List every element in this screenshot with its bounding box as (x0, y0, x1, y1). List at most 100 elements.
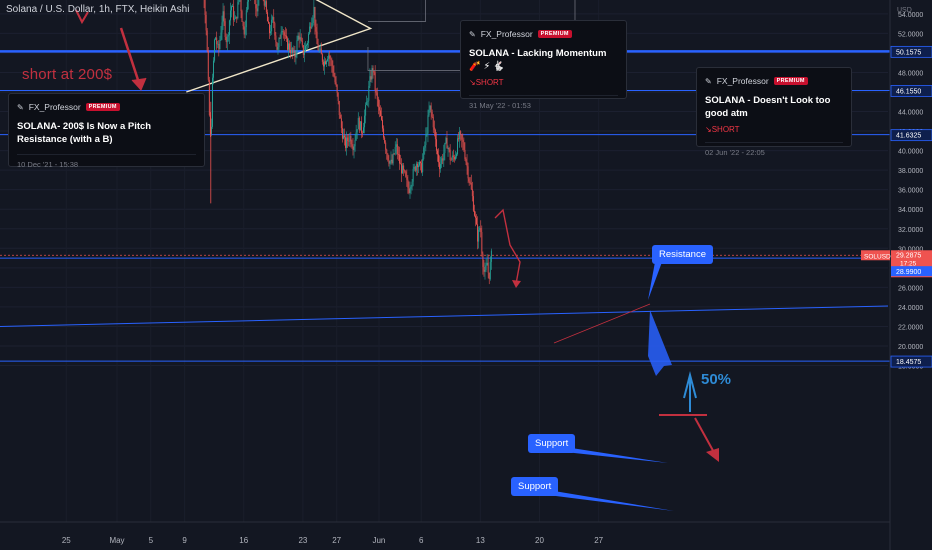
candle-body (421, 163, 423, 173)
candle-body (427, 115, 429, 134)
candle-body (390, 159, 392, 162)
candle-body (485, 265, 487, 271)
price-tick-label: 22.0000 (898, 324, 923, 331)
candle-body (341, 128, 343, 139)
time-tick-label: 5 (149, 536, 154, 545)
price-tick-label: 24.0000 (898, 305, 923, 312)
candle-body (448, 148, 450, 150)
idea-title[interactable]: SOLANA - Doesn't Look too good atm (705, 95, 831, 119)
candle-body (225, 36, 227, 43)
candle-body (408, 187, 410, 193)
idea-card-3[interactable]: ✎ FX_Professor PREMIUM SOLANA - Doesn't … (696, 67, 852, 157)
idea-card-2[interactable]: ✎ FX_Professor PREMIUM SOLANA - Lacking … (460, 20, 627, 110)
candle-body (316, 31, 318, 45)
candle-body (476, 217, 477, 225)
candle-body (371, 68, 373, 80)
time-axis[interactable]: 25 May 5 9 16 23 27 Jun 6 13 20 27 (0, 521, 890, 545)
candle-body (466, 162, 468, 167)
candle-body (356, 129, 358, 133)
candle-body (478, 229, 480, 242)
pencil-icon: ✎ (469, 29, 476, 39)
candle-body (320, 48, 322, 55)
time-tick-label: 13 (476, 536, 485, 545)
candle-body (398, 154, 400, 164)
candle-body (233, 6, 235, 20)
down-arrow (75, 9, 89, 25)
current-price-value: 29.2875 (896, 252, 921, 259)
candle-body (300, 37, 302, 41)
candle-body (472, 196, 474, 211)
candle-body (389, 161, 391, 164)
candle-body (480, 228, 482, 233)
resistance-label: Resistance (652, 245, 713, 264)
candle-body (363, 127, 364, 134)
idea-title[interactable]: SOLANA- 200$ Is Now a Pitch Resistance (… (17, 121, 152, 145)
candle-body (297, 35, 299, 41)
candle-body (406, 176, 408, 180)
candle-body (278, 37, 280, 48)
candle-body (333, 72, 335, 77)
candle-body (431, 112, 433, 117)
candle-body (232, 6, 234, 8)
time-tick-label: 23 (298, 536, 307, 545)
candle-body (205, 15, 207, 31)
symbol-tag (861, 250, 890, 261)
candle-body (299, 37, 301, 40)
time-tick-label: 16 (239, 536, 248, 545)
candle-body (483, 266, 485, 272)
candles (203, 0, 492, 285)
candle-body (435, 139, 437, 151)
idea-author[interactable]: FX_Professor (28, 102, 81, 112)
candle-body (226, 36, 228, 43)
price-tick-label: 40.0000 (898, 149, 923, 156)
candle-body (274, 23, 276, 36)
candle-body (276, 42, 278, 50)
countdown-timer: 17:25 (900, 260, 917, 267)
triangle-pattern (186, 0, 373, 93)
candle-body (295, 53, 297, 58)
candle-body (381, 116, 382, 120)
candle-body (467, 166, 469, 179)
candle-body (302, 45, 304, 55)
candle-body (241, 11, 243, 22)
candle-body (470, 182, 472, 190)
candle-body (423, 147, 425, 159)
time-tick-label: 9 (182, 536, 187, 545)
idea-card-1[interactable]: ✎ FX_Professor PREMIUM SOLANA- 200$ Is N… (8, 93, 205, 169)
idea-author[interactable]: FX_Professor (716, 76, 769, 86)
price-tick-label: 20.0000 (898, 344, 923, 351)
candle-body (296, 40, 298, 54)
candle-body (273, 17, 275, 24)
candle-body (318, 49, 320, 51)
candle-body (345, 137, 347, 148)
candle-body (263, 0, 265, 6)
candle-body (234, 18, 236, 20)
candle-body (468, 178, 470, 182)
candle-body (396, 144, 398, 155)
price-tag-value: 28.9900 (896, 269, 921, 276)
idea-author[interactable]: FX_Professor (480, 29, 533, 39)
price-tick-label: 54.0000 (898, 12, 923, 19)
support-pointer (565, 447, 668, 463)
candle-body (486, 262, 488, 266)
candle-body (264, 1, 266, 6)
candle-body (409, 188, 411, 193)
candle-body (416, 163, 418, 168)
candle-body (231, 6, 232, 11)
price-axis[interactable]: USD18.000020.000022.000024.000026.000028… (861, 0, 932, 550)
candle-body (208, 79, 210, 116)
idea-connector (367, 0, 426, 22)
candle-body (393, 153, 395, 155)
price-tick-label: 26.0000 (898, 285, 923, 292)
candle-body (413, 166, 415, 169)
idea-title[interactable]: SOLANA - Lacking Momentum 🧨 ⚡ 🐇 (469, 48, 607, 72)
candle-body (336, 85, 338, 93)
candle-body (433, 127, 435, 130)
candle-body (288, 43, 289, 50)
time-tick-label: May (109, 536, 124, 545)
candle-body (482, 253, 484, 267)
candle-body (403, 165, 405, 171)
candle-body (314, 6, 316, 28)
resistance-pointer (648, 262, 662, 300)
